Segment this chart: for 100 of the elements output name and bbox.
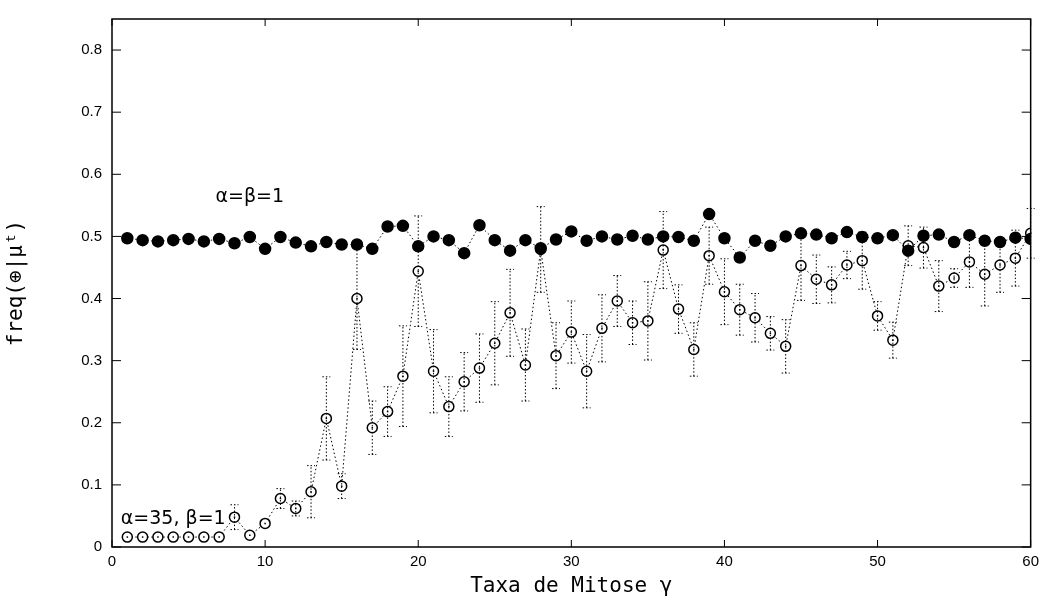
point <box>121 232 134 245</box>
point <box>213 531 225 543</box>
point <box>152 531 164 543</box>
point <box>580 365 593 377</box>
y-tick-label: 0 <box>93 537 102 555</box>
point <box>871 310 884 322</box>
point <box>411 240 425 253</box>
point <box>519 359 532 371</box>
point <box>657 244 669 256</box>
point <box>549 233 563 246</box>
point <box>688 343 700 356</box>
point <box>228 511 241 523</box>
point <box>1009 231 1022 244</box>
point <box>733 251 746 264</box>
y-tick-label: 0.7 <box>81 102 102 120</box>
point <box>917 229 930 243</box>
point <box>335 238 348 251</box>
point <box>749 312 761 324</box>
point <box>887 334 899 346</box>
point <box>978 234 991 248</box>
point <box>933 280 945 292</box>
point <box>350 238 364 251</box>
point <box>151 235 165 248</box>
point <box>443 400 455 413</box>
point <box>672 303 685 315</box>
point <box>198 531 210 543</box>
point <box>212 232 226 246</box>
point <box>473 362 486 374</box>
point <box>672 230 685 244</box>
x-axis-title: Taxa de Mitose γ <box>470 572 673 597</box>
point <box>840 225 854 239</box>
point <box>458 376 470 388</box>
series-label: α=35, β=1 <box>120 506 226 529</box>
point <box>182 232 195 246</box>
point <box>748 234 762 248</box>
point <box>228 237 241 250</box>
point <box>1009 252 1022 264</box>
y-tick-label: 0.3 <box>81 350 102 368</box>
x-tick-label: 60 <box>1022 552 1039 570</box>
point <box>825 232 838 245</box>
point <box>488 233 502 247</box>
y-tick-label: 0.6 <box>81 164 102 182</box>
y-tick-label: 0.2 <box>81 412 102 430</box>
point <box>274 230 287 244</box>
point <box>258 242 272 256</box>
point <box>565 225 578 238</box>
x-tick-label: 10 <box>256 552 274 570</box>
x-tick-label: 30 <box>562 552 580 570</box>
y-tick-label: 0.8 <box>81 40 102 58</box>
point <box>855 230 869 244</box>
point <box>932 228 946 241</box>
point <box>335 480 348 492</box>
point <box>611 295 624 307</box>
point <box>381 220 394 233</box>
point <box>304 240 318 253</box>
point <box>427 230 440 243</box>
point <box>963 228 976 242</box>
point <box>243 230 257 244</box>
point <box>121 531 134 543</box>
point <box>396 219 410 233</box>
point <box>136 531 149 543</box>
point <box>197 235 211 248</box>
point <box>259 517 271 530</box>
series-label: α=β=1 <box>215 184 285 207</box>
point <box>901 244 915 257</box>
point <box>457 246 471 260</box>
point <box>656 230 670 243</box>
point <box>642 315 654 327</box>
point <box>702 207 716 221</box>
point <box>718 232 731 245</box>
point <box>794 227 808 240</box>
point <box>320 235 333 249</box>
point <box>473 218 486 232</box>
point <box>611 233 624 246</box>
point <box>626 317 639 329</box>
point <box>687 234 701 248</box>
x-tick-label: 40 <box>716 552 733 570</box>
y-tick-label: 0.5 <box>81 226 102 244</box>
point <box>289 236 302 249</box>
y-tick-label: 0.1 <box>81 475 102 493</box>
point <box>963 256 976 268</box>
x-tick-label: 20 <box>409 552 427 570</box>
x-tick-label: 50 <box>869 552 886 570</box>
point <box>641 233 655 246</box>
point <box>580 234 593 248</box>
point <box>626 229 639 243</box>
y-tick-label: 0.4 <box>81 288 102 306</box>
point <box>489 337 501 349</box>
point <box>427 365 440 377</box>
point <box>856 254 868 267</box>
point <box>366 242 379 256</box>
point <box>182 531 195 543</box>
point <box>947 235 961 249</box>
point <box>519 233 532 247</box>
y-axis-title: freq(⊕|μᵗ) <box>3 219 29 347</box>
point <box>442 233 456 247</box>
point <box>886 228 900 242</box>
point <box>412 265 424 277</box>
point <box>810 228 823 241</box>
point <box>825 279 838 291</box>
